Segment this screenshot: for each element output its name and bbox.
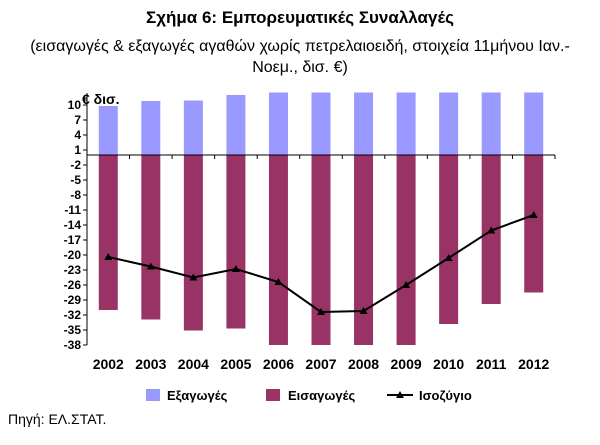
y-tick-label: -17 — [64, 233, 82, 247]
exports-bar-2008 — [354, 92, 374, 155]
exports-bar-2007 — [311, 92, 331, 155]
y-axis-ticks: 10741-2-5-8-11-14-17-20-23-26-29-32-35-3… — [64, 98, 87, 352]
y-tick-label: -20 — [64, 248, 82, 262]
balance-point-2008 — [359, 307, 368, 314]
legend-exports-swatch — [146, 389, 160, 401]
exports-bar-2006 — [268, 92, 288, 155]
imports-bar-2006 — [268, 155, 288, 345]
legend-balance-label: Ισοζύγιο — [419, 388, 472, 403]
x-tick-label: 2007 — [305, 356, 336, 372]
balance-point-2006 — [274, 278, 283, 285]
imports-bar-2007 — [311, 155, 331, 345]
imports-bar-2002 — [98, 155, 118, 310]
exports-bar-2011 — [481, 92, 501, 155]
y-tick-label: -35 — [64, 323, 82, 337]
balance-point-2009 — [402, 281, 411, 288]
exports-bar-2003 — [141, 101, 161, 155]
exports-bar-2005 — [226, 95, 246, 155]
imports-bar-2010 — [439, 155, 459, 324]
x-tick-label: 2004 — [178, 356, 209, 372]
exports-bar-2004 — [183, 100, 203, 155]
imports-bar-2003 — [141, 155, 161, 320]
legend-balance-marker — [396, 391, 404, 398]
legend: Εξαγωγές Εισαγωγές Ισοζύγιο — [146, 388, 472, 403]
x-tick-label: 2003 — [135, 356, 166, 372]
y-tick-label: -38 — [64, 338, 82, 352]
balance-point-2003 — [146, 262, 155, 270]
balance-point-2010 — [444, 254, 453, 261]
exports-bar-2010 — [439, 92, 459, 155]
y-tick-label: 4 — [74, 128, 81, 142]
y-tick-label: -11 — [64, 203, 81, 217]
y-axis-label: € δισ. — [82, 91, 120, 107]
x-tick-label: 2009 — [391, 356, 422, 372]
y-tick-label: 1 — [74, 143, 81, 157]
y-tick-label: -2 — [70, 158, 81, 172]
y-tick-label: -29 — [64, 293, 82, 307]
exports-bar-2012 — [524, 92, 544, 155]
balance-point-2004 — [189, 273, 198, 281]
y-tick-label: 7 — [74, 113, 81, 127]
x-tick-label: 2010 — [433, 356, 464, 372]
x-tick-label: 2005 — [220, 356, 251, 372]
imports-bar-2012 — [524, 155, 544, 293]
imports-bar-2008 — [354, 155, 374, 345]
x-tick-label: 2011 — [476, 356, 507, 372]
balance-point-2012 — [529, 211, 538, 218]
x-axis-ticks: 2002 2003 2004 2005 2006 2007 2008 2009 2010 2011… — [93, 356, 550, 372]
y-tick-label: 10 — [68, 98, 82, 112]
x-tick-label: 2002 — [93, 356, 124, 372]
chart-subtitle: (εισαγωγές & εξαγωγές αγαθών χωρίς πετρε… — [30, 38, 570, 76]
balance-point-2011 — [487, 226, 496, 234]
imports-bar-2005 — [226, 155, 246, 329]
y-tick-label: -23 — [64, 263, 82, 277]
y-tick-label: -8 — [70, 188, 81, 202]
legend-imports-label: Εισαγωγές — [288, 388, 355, 403]
imports-bar-2004 — [183, 155, 203, 331]
y-tick-label: -26 — [64, 278, 82, 292]
balance-line — [104, 211, 538, 315]
exports-bar-2002 — [98, 106, 118, 155]
imports-bars — [98, 155, 544, 345]
exports-bar-2009 — [396, 92, 416, 155]
exports-bars — [98, 92, 544, 155]
y-tick-label: -5 — [70, 173, 81, 187]
balance-point-2007 — [317, 308, 325, 315]
legend-exports-label: Εξαγωγές — [167, 388, 228, 403]
x-tick-label: 2006 — [263, 356, 294, 372]
x-tick-label: 2012 — [518, 356, 549, 372]
x-tick-label: 2008 — [348, 356, 379, 372]
balance-point-2002 — [104, 253, 113, 260]
y-tick-label: -32 — [64, 308, 82, 322]
source-note: Πηγή: ΕΛ.ΣΤΑΤ. — [8, 411, 107, 427]
legend-imports-swatch — [266, 389, 280, 401]
y-tick-label: -14 — [64, 218, 82, 232]
chart-title: Σχήμα 6: Εμπορευματικές Συναλλαγές — [146, 8, 454, 27]
imports-bar-2009 — [396, 155, 416, 345]
balance-point-2005 — [231, 265, 240, 272]
